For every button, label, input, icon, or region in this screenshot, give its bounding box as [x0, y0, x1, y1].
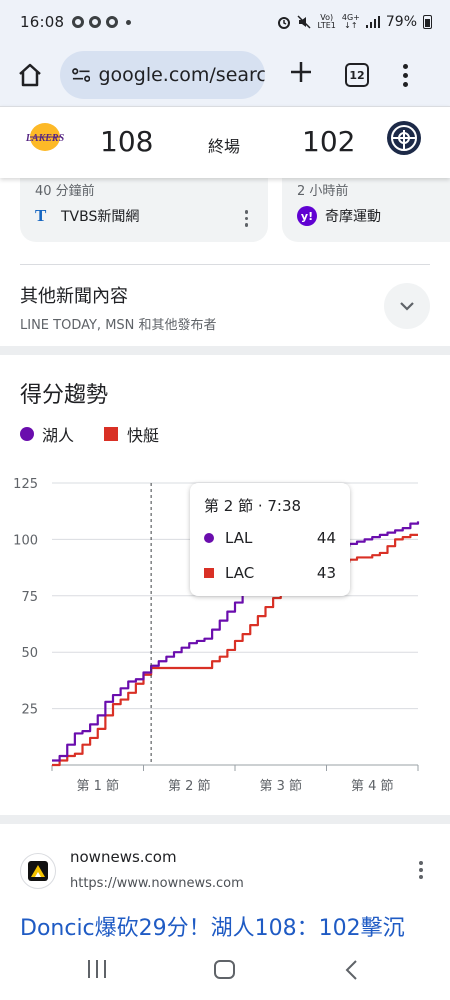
legend-home-label: 湖人 — [42, 426, 75, 445]
expand-other-news-button[interactable] — [384, 283, 430, 329]
svg-text:LAKERS: LAKERS — [25, 133, 65, 144]
chart-tooltip: 第 2 節 · 7:38 LAL 44 LAC 43 — [190, 483, 350, 596]
mute-icon — [297, 15, 312, 29]
tooltip-header: 第 2 節 · 7:38 — [204, 497, 302, 515]
result-menu-button[interactable] — [419, 861, 423, 879]
news-card-menu-button[interactable] — [244, 210, 248, 227]
notification-icons — [72, 16, 132, 28]
status-bar: 16:08 Vo) LTE1 4G+ ↓↑ 79% — [0, 0, 450, 44]
tvbs-logo-icon: T — [35, 206, 47, 225]
other-news-title[interactable]: 其他新聞內容 — [20, 286, 128, 307]
tooltip-row-away: LAC 43 — [204, 564, 336, 582]
site-settings-icon[interactable] — [72, 67, 91, 83]
home-button[interactable] — [14, 59, 46, 91]
news-source-label: 奇摩運動 — [325, 209, 381, 225]
y-tick-label: 75 — [21, 590, 38, 605]
data-arrows-label: ↓↑ — [344, 21, 358, 30]
tooltip-home-marker — [204, 533, 214, 543]
section-divider — [0, 346, 450, 355]
status-time: 16:08 — [20, 13, 65, 31]
result-title-link[interactable]: Doncic爆砍29分！湖人108：102擊沉 — [20, 916, 405, 941]
menu-dot-icon — [403, 81, 408, 87]
menu-dot-icon — [403, 72, 408, 78]
battery-icon — [423, 15, 432, 29]
y-tick-label: 125 — [13, 477, 38, 492]
result-url[interactable]: https://www.nownews.com — [70, 876, 244, 891]
x-tick-label: 第 4 節 — [351, 779, 394, 794]
browser-menu-button[interactable] — [403, 63, 408, 87]
clippers-logo — [387, 121, 421, 155]
home-score: 108 — [100, 125, 154, 158]
url-text[interactable]: google.com/search — [98, 64, 265, 86]
tooltip-home-value: 44 — [316, 529, 336, 547]
lakers-logo: LAKERS — [25, 123, 65, 151]
news-cards-carousel: 40 分鐘前 T TVBS新聞網 2 小時前 y! 奇摩運動 — [0, 178, 450, 246]
new-tab-button[interactable] — [285, 59, 317, 91]
x-tick-label: 第 2 節 — [168, 779, 211, 794]
news-card-source: y! 奇摩運動 — [297, 206, 381, 226]
away-score: 102 — [302, 125, 356, 158]
chrome-notification-icon — [89, 16, 102, 28]
news-card[interactable]: 40 分鐘前 T TVBS新聞網 — [20, 178, 268, 242]
y-tick-label: 100 — [13, 533, 38, 548]
score-trend-title: 得分趨勢 — [20, 383, 109, 408]
news-source-label: TVBS新聞網 — [61, 209, 140, 225]
news-card-time: 2 小時前 — [297, 184, 349, 199]
alarm-icon — [278, 17, 291, 29]
legend-home-marker — [20, 427, 34, 441]
lte-label: LTE1 — [317, 21, 336, 30]
result-site-name[interactable]: nownews.com — [70, 848, 177, 866]
tooltip-away-marker — [204, 568, 214, 578]
y-tick-label: 25 — [21, 703, 38, 718]
plus-icon — [291, 62, 311, 82]
network-type-label: 4G+ — [341, 13, 360, 22]
volte-indicator: Vo) LTE1 — [317, 14, 335, 30]
news-card-source: T TVBS新聞網 — [35, 206, 139, 226]
game-status: 終場 — [208, 137, 241, 156]
scoreboard[interactable]: LAKERS 108 終場 102 — [0, 106, 450, 178]
tooltip-away-team: LAC — [225, 564, 255, 582]
divider — [20, 264, 430, 265]
more-notifications-icon — [126, 19, 132, 25]
y-tick-label: 50 — [21, 646, 38, 661]
volte-label: Vo) — [320, 13, 334, 22]
tooltip-home-team: LAL — [225, 529, 253, 547]
series-line — [52, 533, 418, 767]
browser-toolbar: google.com/search 12 — [0, 44, 450, 106]
news-card[interactable]: 2 小時前 y! 奇摩運動 — [282, 178, 450, 242]
section-divider — [0, 815, 450, 824]
status-right: Vo) LTE1 4G+ ↓↑ 79% — [277, 14, 432, 30]
signal-icon — [365, 16, 380, 28]
legend-away-label: 快艇 — [127, 426, 160, 445]
nownews-logo-icon — [28, 861, 48, 881]
x-tick-label: 第 3 節 — [259, 779, 302, 794]
tooltip-away-value: 43 — [316, 564, 336, 582]
legend-away-marker — [104, 427, 119, 441]
chart-legend: 湖人 快艇 — [20, 422, 159, 446]
battery-percent: 79% — [385, 14, 417, 30]
chrome-notification-icon — [106, 16, 119, 28]
result-favicon[interactable] — [20, 853, 56, 889]
home-icon — [19, 63, 41, 87]
system-nav-bar — [0, 944, 450, 1000]
chevron-down-icon — [400, 302, 414, 311]
series-line — [52, 521, 420, 762]
recent-apps-button[interactable] — [88, 960, 106, 978]
x-tick-label: 第 1 節 — [76, 779, 119, 794]
other-news-subtitle: LINE TODAY, MSN 和其他發布者 — [20, 318, 217, 333]
tooltip-row-home: LAL 44 — [204, 529, 336, 547]
tab-switcher-button[interactable]: 12 — [345, 63, 369, 87]
data-indicator: 4G+ ↓↑ — [342, 14, 360, 30]
yahoo-logo-icon: y! — [297, 206, 317, 226]
menu-dot-icon — [403, 63, 408, 69]
address-bar[interactable]: google.com/search — [60, 51, 265, 99]
back-button[interactable] — [344, 959, 358, 981]
home-nav-button[interactable] — [214, 960, 235, 979]
news-card-time: 40 分鐘前 — [35, 184, 95, 199]
chrome-notification-icon — [72, 16, 85, 28]
